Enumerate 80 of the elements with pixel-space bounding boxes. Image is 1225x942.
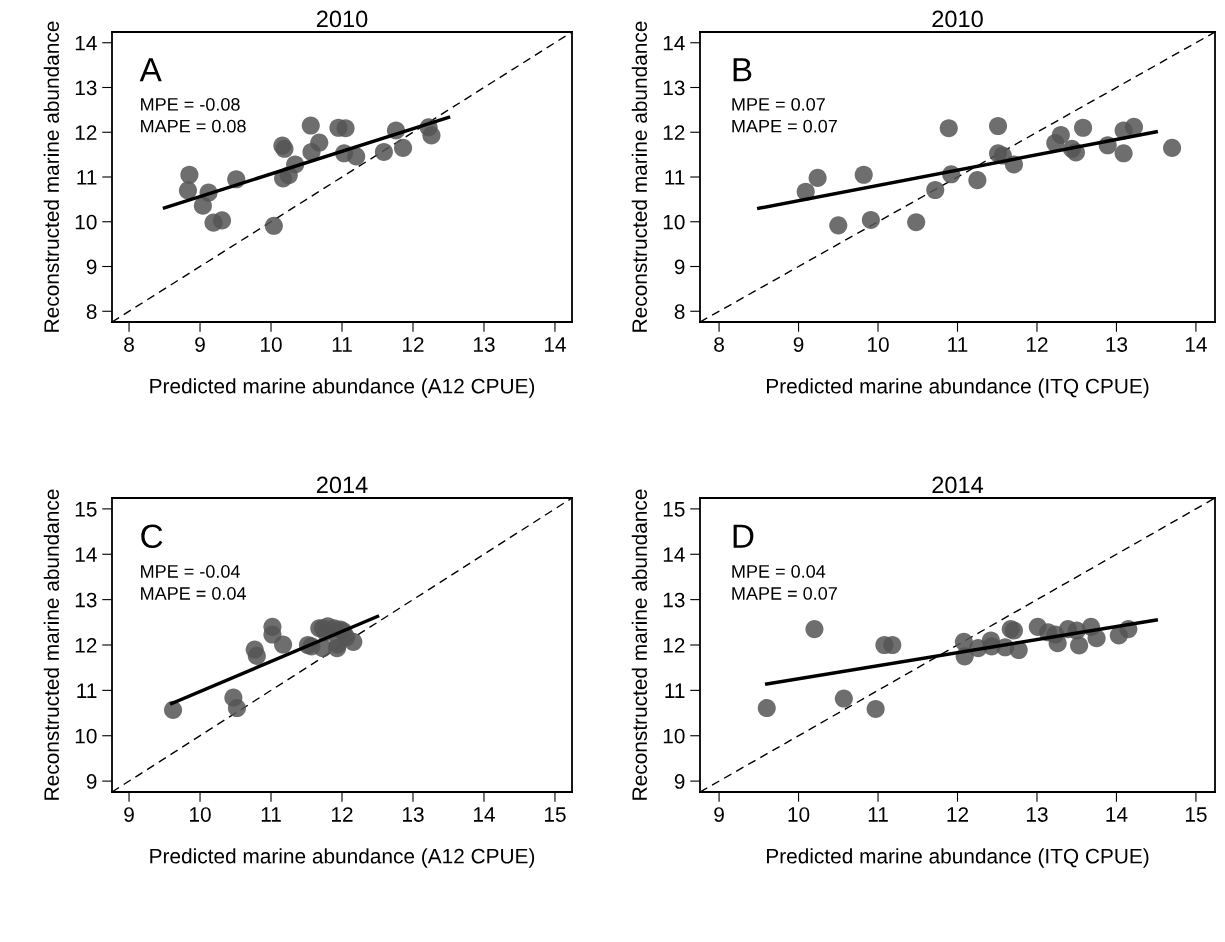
y-tick-label: 9: [86, 774, 97, 789]
annotation: MAPE = 0.04: [141, 587, 246, 600]
annotation: D: [733, 524, 754, 548]
y-tick-label: 11: [665, 683, 685, 698]
x-tick-label: 12: [947, 807, 969, 822]
y-tick-label: 12: [75, 125, 97, 140]
x-tick-label: 9: [793, 337, 804, 352]
y-tick-label: 9: [674, 774, 685, 789]
annotation: MPE = 0.07: [732, 98, 825, 111]
y-tick-label: 10: [75, 214, 97, 230]
y-axis-title: Reconstructed marine abundance: [631, 489, 648, 800]
annotation: C: [141, 524, 163, 549]
chart-title: 2010: [316, 10, 368, 28]
x-tick-label: 10: [788, 807, 810, 822]
x-axis-title: Predicted marine abundance (ITQ CPUE): [767, 378, 1149, 398]
x-tick-label: 14: [1185, 337, 1207, 352]
y-tick-label: 11: [77, 170, 97, 185]
x-tick-label: 11: [868, 807, 888, 822]
x-tick-label: 10: [868, 337, 889, 352]
x-axis-title: Predicted marine abundance (A12 CPUE): [150, 848, 535, 868]
y-tick-label: 14: [663, 35, 685, 51]
y-tick-label: 13: [75, 592, 97, 608]
y-tick-label: 10: [663, 728, 685, 744]
x-tick-label: 12: [402, 337, 424, 352]
y-tick-label: 8: [674, 304, 685, 320]
y-tick-label: 10: [75, 728, 97, 744]
x-tick-label: 13: [402, 807, 424, 822]
y-tick-label: 14: [75, 547, 97, 562]
x-tick-label: 14: [544, 337, 566, 352]
annotation: MPE = -0.04: [141, 565, 240, 578]
y-tick-label: 8: [86, 304, 97, 320]
x-tick-label: 9: [714, 807, 724, 822]
x-tick-label: 13: [1106, 337, 1128, 352]
x-tick-label: 8: [714, 337, 724, 352]
annotation: MPE = -0.08: [141, 98, 240, 111]
y-axis-title: Reconstructed marine abundance: [43, 21, 60, 332]
y-tick-label: 15: [75, 502, 97, 517]
y-tick-label: 10: [663, 214, 685, 230]
x-tick-label: 11: [948, 337, 968, 352]
chart-title: 2014: [316, 476, 368, 494]
y-axis-title: Reconstructed marine abundance: [631, 21, 648, 332]
annotation: A: [139, 58, 162, 82]
x-tick-label: 14: [473, 807, 495, 822]
x-tick-label: 13: [1026, 807, 1048, 822]
x-tick-label: 15: [544, 807, 566, 822]
x-tick-label: 12: [332, 807, 353, 822]
y-tick-label: 15: [663, 502, 685, 517]
x-tick-label: 13: [473, 337, 495, 352]
y-tick-label: 12: [663, 125, 685, 140]
x-tick-label: 8: [124, 337, 134, 352]
x-tick-label: 14: [1106, 807, 1128, 822]
x-tick-label: 10: [261, 337, 282, 352]
y-tick-label: 13: [663, 592, 685, 608]
annotation: MAPE = 0.07: [732, 119, 837, 133]
chart-title: 2014: [932, 476, 984, 494]
x-tick-label: 9: [124, 807, 134, 822]
annotation: B: [733, 58, 752, 82]
annotation: MAPE = 0.08: [141, 119, 246, 133]
x-tick-label: 11: [332, 337, 352, 352]
annotation: MPE = 0.04: [732, 565, 826, 578]
y-tick-label: 12: [663, 638, 685, 653]
x-tick-label: 11: [261, 807, 281, 822]
x-tick-label: 9: [195, 337, 205, 352]
x-tick-label: 15: [1185, 807, 1207, 822]
x-tick-label: 12: [1026, 337, 1048, 352]
x-axis-title: Predicted marine abundance (A12 CPUE): [150, 378, 535, 398]
x-axis-title: Predicted marine abundance (ITQ CPUE): [767, 848, 1149, 868]
y-tick-label: 9: [86, 259, 97, 275]
y-tick-label: 9: [674, 259, 685, 275]
y-tick-label: 14: [75, 35, 97, 51]
y-tick-label: 14: [663, 547, 685, 562]
y-tick-label: 13: [75, 80, 97, 96]
y-tick-label: 12: [75, 638, 97, 653]
y-axis-title: Reconstructed marine abundance: [43, 489, 60, 800]
y-tick-label: 13: [663, 80, 685, 96]
y-tick-label: 11: [77, 683, 97, 698]
annotation: MAPE = 0.07: [732, 587, 837, 600]
y-tick-label: 11: [665, 170, 685, 185]
chart-title: 2010: [932, 10, 983, 28]
x-tick-label: 10: [190, 807, 211, 822]
